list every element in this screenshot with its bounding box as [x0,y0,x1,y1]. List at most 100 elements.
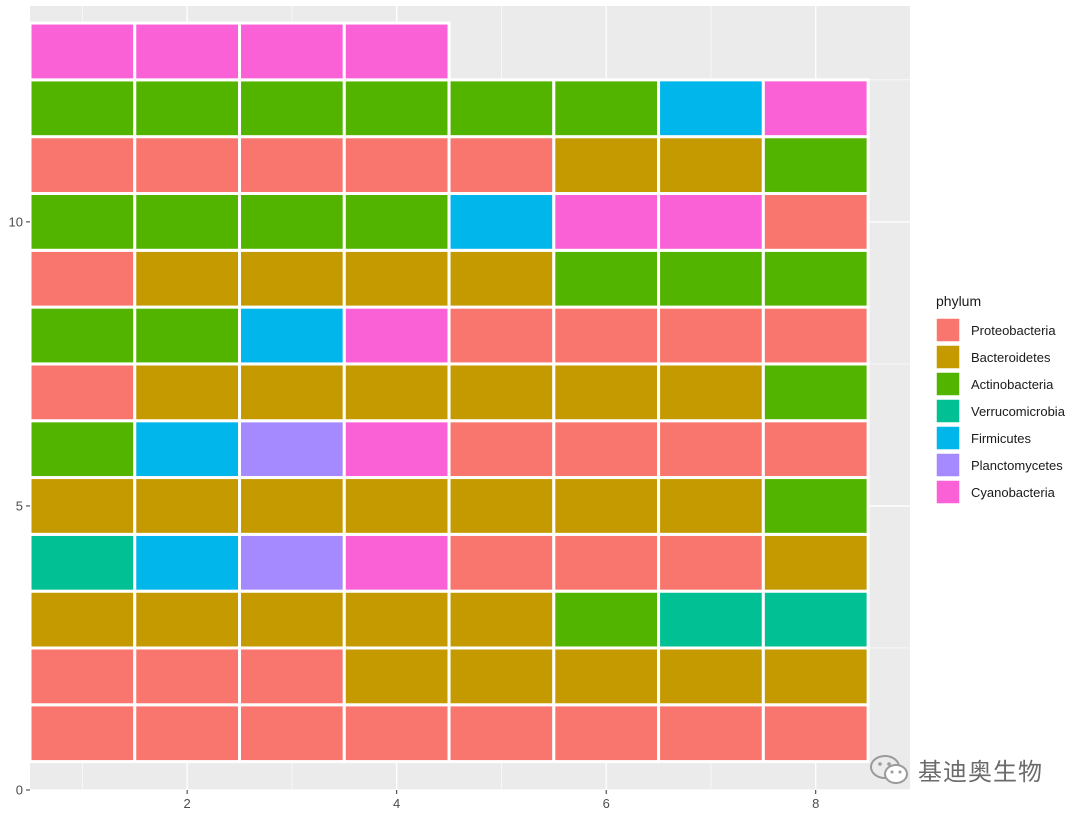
waffle-tile [552,419,661,480]
waffle-tile [447,191,556,252]
waffle-tile [133,21,242,82]
legend-label: Actinobacteria [971,377,1054,392]
waffle-tile [657,78,765,139]
waffle-tile [447,703,556,764]
waffle-tile [447,589,556,650]
waffle-tile [552,135,661,195]
waffle-tile [238,362,346,423]
waffle-tile [447,646,556,707]
waffle-tile [552,78,661,139]
legend-key [935,425,961,451]
waffle-tile [238,21,346,82]
waffle-tile [238,305,346,366]
waffle-tile [342,248,451,309]
legend-key [935,398,961,424]
waffle-tile [342,646,451,707]
waffle-tile [238,589,346,650]
waffle-tile [447,476,556,536]
waffle-tile [133,78,242,139]
waffle-tile [657,532,765,593]
waffle-tile [133,419,242,480]
waffle-tile [761,362,870,423]
waffle-tile [133,248,242,309]
waffle-tile [657,135,765,195]
waffle-tile [761,589,870,650]
waffle-tile [761,305,870,366]
waffle-tile [657,305,765,366]
waffle-tile [133,191,242,252]
waffle-tile [657,248,765,309]
y-tick-label: 0 [16,783,23,798]
waffle-tile [552,362,661,423]
waffle-tile [28,248,137,309]
waffle-tile [28,135,137,195]
waffle-tile [342,362,451,423]
waffle-tile [28,646,137,707]
waffle-tile [133,589,242,650]
wechat-icon [870,754,908,784]
waffle-tile [28,305,137,366]
x-tick-label: 6 [603,796,610,811]
waffle-tile [28,532,137,593]
waffle-tile [342,703,451,764]
waffle-tile [447,362,556,423]
legend-label: Firmicutes [971,431,1031,446]
legend-key [935,344,961,370]
waffle-tile [761,78,870,139]
legend-title: phylum [936,293,981,309]
waffle-tile [28,191,137,252]
waffle-tile [342,589,451,650]
waffle-tile [238,419,346,480]
waffle-tile [342,532,451,593]
waffle-tile [28,78,137,139]
waffle-tile [657,419,765,480]
waffle-tile [28,589,137,650]
waffle-tile [133,476,242,536]
x-tick-label: 2 [184,796,191,811]
legend-label: Verrucomicrobia [971,404,1066,419]
waffle-tile [447,248,556,309]
waffle-tile [761,135,870,195]
waffle-tile [447,135,556,195]
waffle-tile [552,248,661,309]
waffle-tile [657,646,765,707]
legend-key [935,317,961,343]
waffle-tile [761,532,870,593]
waffle-tile [761,646,870,707]
x-tick-label: 4 [393,796,400,811]
tile-layer [28,21,870,764]
y-tick-label: 5 [16,498,23,513]
waffle-tile [761,419,870,480]
waffle-tile [447,78,556,139]
axes: 2 4 6 8 0 5 10 [9,214,820,811]
waffle-tile [447,532,556,593]
waffle-tile [238,532,346,593]
waffle-tile [238,646,346,707]
waffle-tile [657,703,765,764]
waffle-tile [761,248,870,309]
waffle-tile [761,703,870,764]
legend-label: Proteobacteria [971,323,1056,338]
waffle-tile [28,476,137,536]
waffle-tile [133,362,242,423]
waffle-tile [657,589,765,650]
legend-label: Bacteroidetes [971,350,1051,365]
waffle-tile [342,135,451,195]
waffle-tile [552,646,661,707]
waffle-tile [238,191,346,252]
waffle-tile [552,476,661,536]
waffle-tile [552,703,661,764]
legend-key [935,452,961,478]
waffle-tile [342,21,451,82]
legend-label: Planctomycetes [971,458,1063,473]
waffle-tile [447,305,556,366]
waffle-tile [342,191,451,252]
waffle-tile [342,419,451,480]
waffle-tile [28,703,137,764]
waffle-tile [238,78,346,139]
waffle-tile [552,305,661,366]
waffle-tile [133,703,242,764]
waffle-tile [238,703,346,764]
